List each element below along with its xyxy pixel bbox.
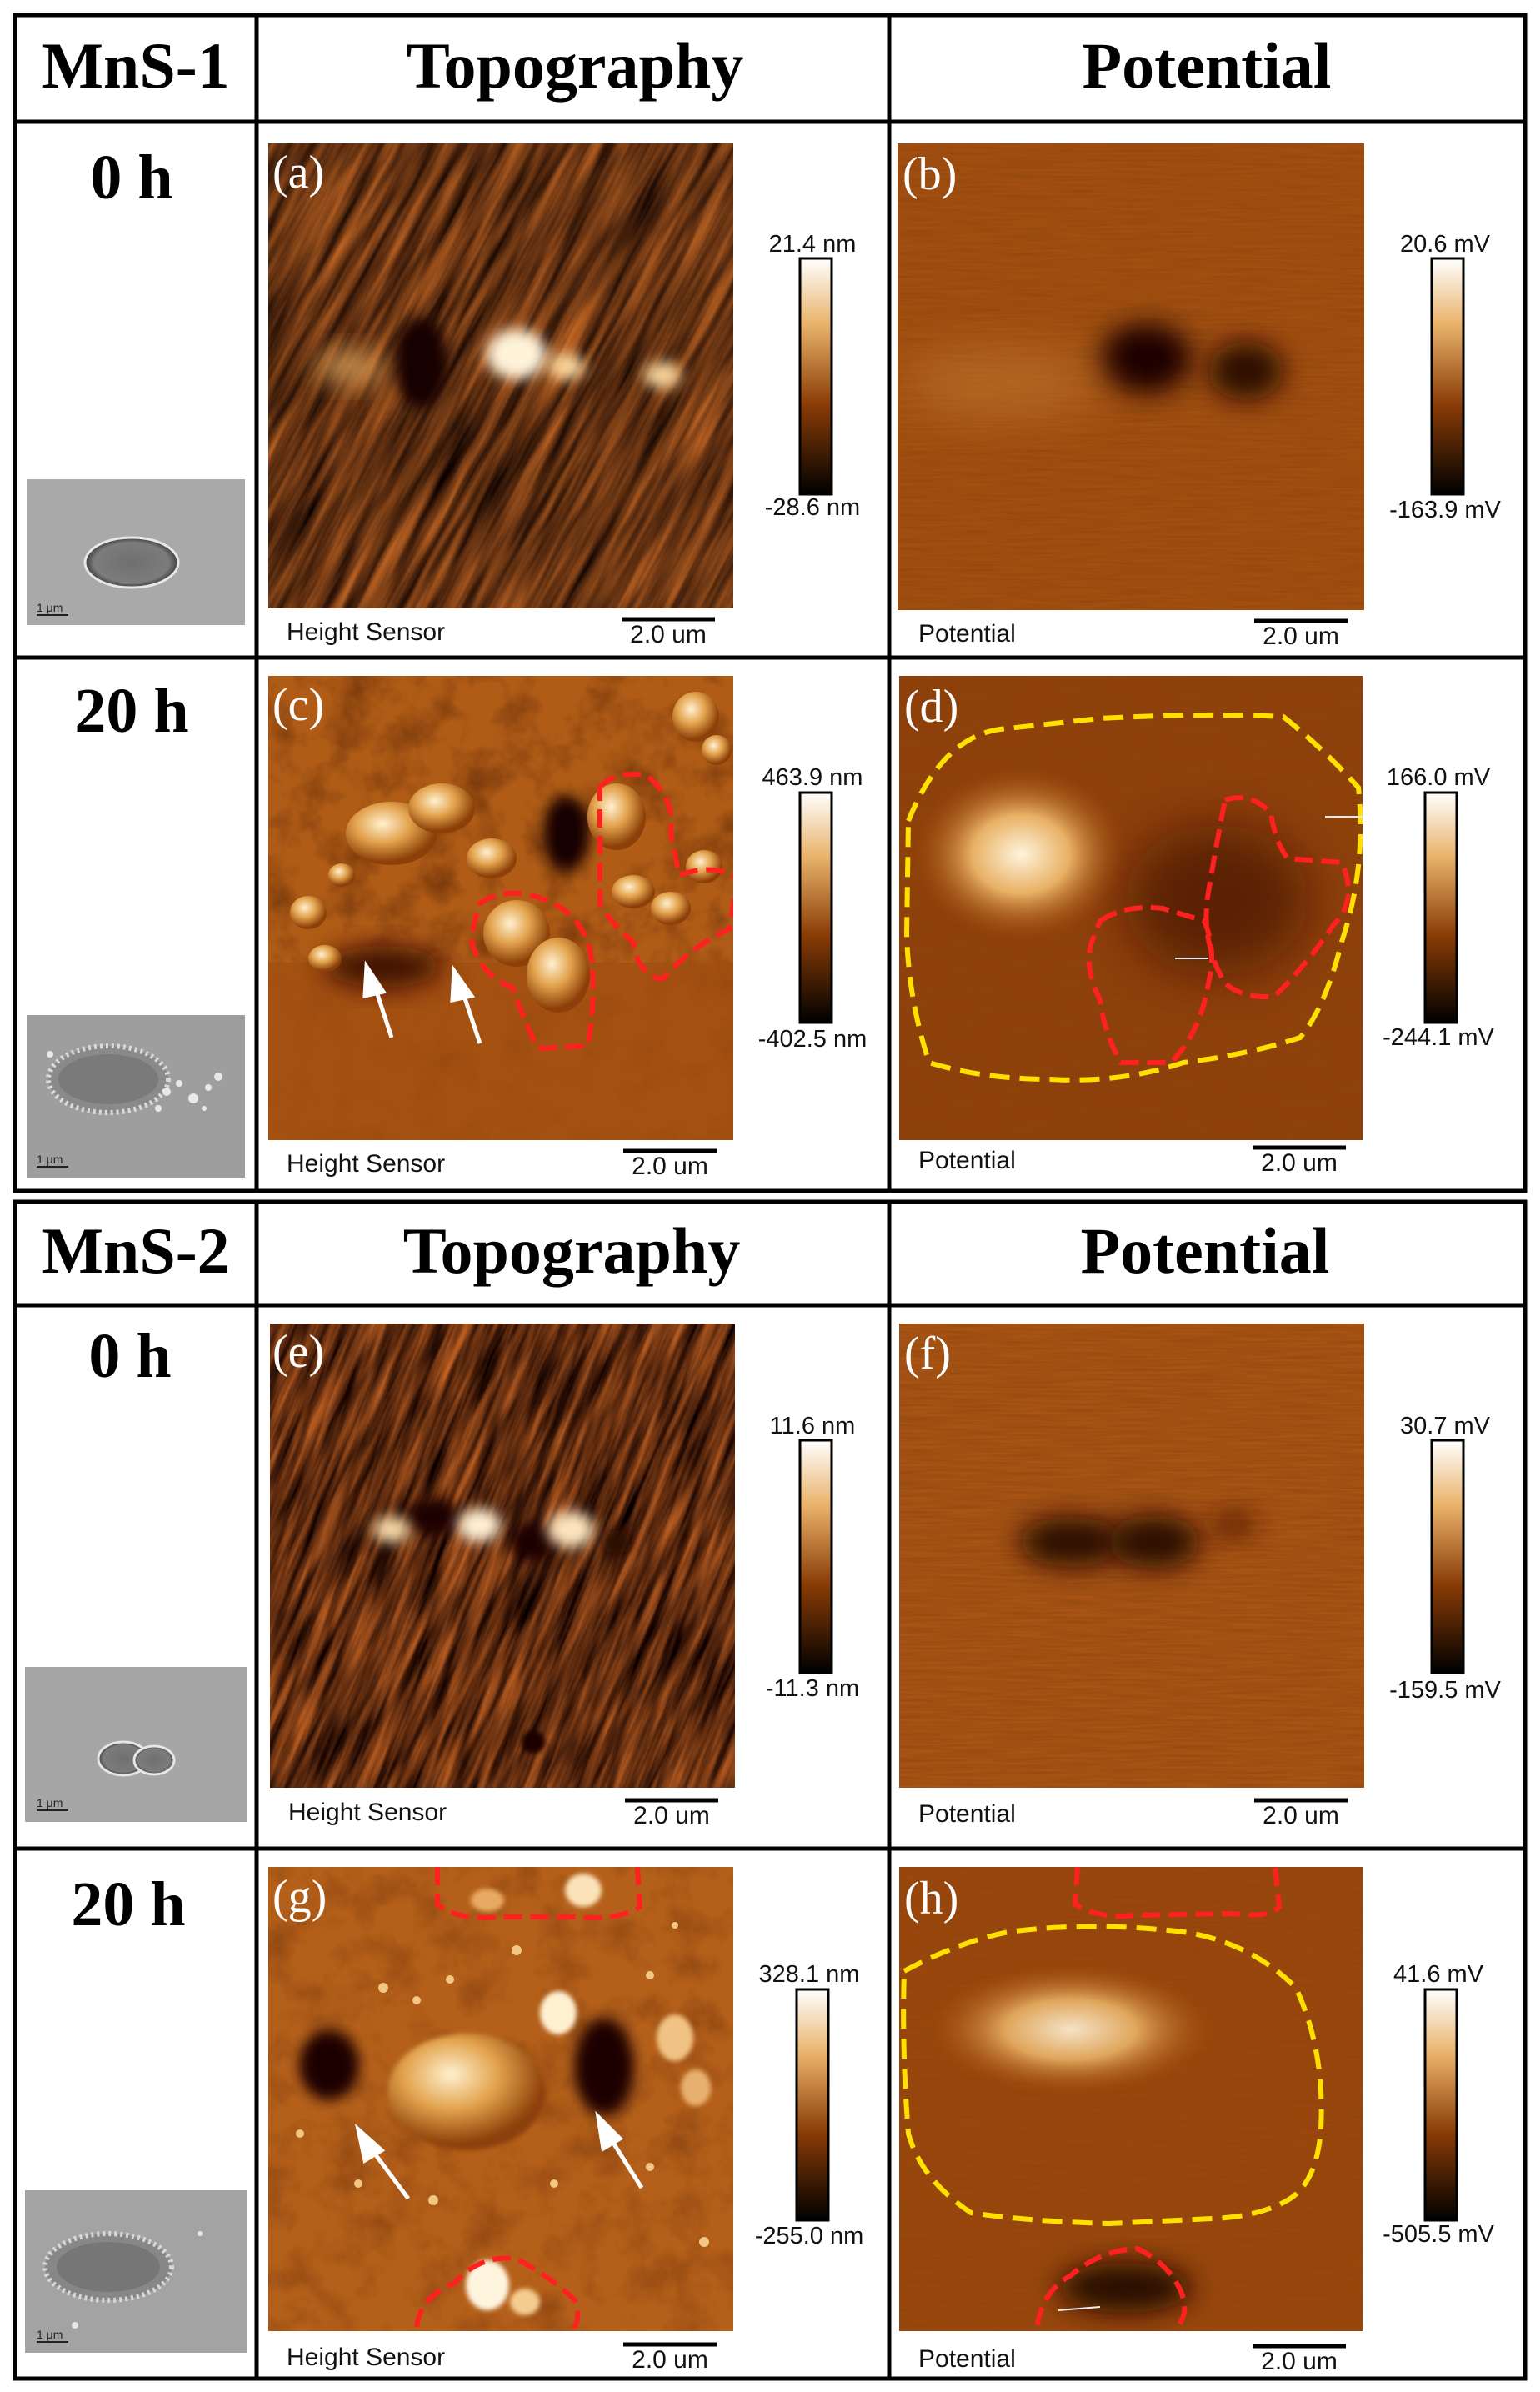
- sample-label-mns2: MnS-2: [42, 1214, 229, 1287]
- corrosion-outline: [1035, 2245, 1188, 2331]
- particle-outline: [468, 890, 596, 1052]
- corrosion-outline: [1203, 795, 1351, 999]
- column-header-topography-2: Topography: [403, 1214, 741, 1287]
- sem-image-mns1-20h: 1 μm: [27, 1015, 245, 1178]
- column-header-potential-1: Potential: [1082, 29, 1332, 102]
- afm-image-g: [268, 1867, 733, 2331]
- colorbar-c: 463.9 nm -402.5 nm: [758, 764, 868, 1053]
- colorbar-max-label: 166.0 mV: [1387, 764, 1491, 791]
- particle-cluster: [296, 1922, 709, 2247]
- panel-label-c: (c): [272, 679, 324, 731]
- colorbar-min-label: -163.9 mV: [1389, 497, 1501, 523]
- scale-bar-label: 2.0 um: [1262, 1802, 1339, 1829]
- image-caption: Potential: [918, 1147, 1016, 1174]
- sample-label-mns1: MnS-1: [42, 29, 229, 102]
- panel-label-a: (a): [272, 147, 324, 198]
- scale-bar-label: 2.0 um: [1261, 1149, 1338, 1177]
- scale-bar-label: 2.0 um: [1261, 2348, 1338, 2375]
- particle-outline: [598, 772, 733, 983]
- colorbar-e: 11.6 nm -11.3 nm: [766, 1413, 859, 1702]
- colorbar-min-label: -505.5 mV: [1382, 2221, 1494, 2248]
- scale-bar-label: 2.0 um: [630, 621, 707, 648]
- image-caption: Potential: [918, 2345, 1016, 2373]
- sem-image-mns1-0h: 1 μm: [27, 479, 245, 625]
- scale-bar-label: 2.0 um: [1262, 623, 1339, 650]
- scale-bar-label: 2.0 um: [633, 1802, 710, 1829]
- colorbar-max-label: 21.4 nm: [769, 231, 857, 258]
- afm-image-h: [899, 1867, 1362, 2331]
- colorbar-max-label: 328.1 nm: [759, 1961, 860, 1988]
- corrosion-outline: [901, 1924, 1324, 2227]
- time-label-mns2-0h: 0 h: [88, 1321, 171, 1391]
- scale-bar-label: 2.0 um: [632, 2346, 708, 2374]
- caption-row-f: Potential 2.0 um: [918, 1798, 1348, 1829]
- colorbar-f: 30.7 mV -159.5 mV: [1389, 1413, 1501, 1704]
- arrow-icon: [354, 2110, 644, 2200]
- afm-image-b: [898, 143, 1364, 610]
- arrow-icon: [362, 960, 482, 1044]
- time-label-mns2-20h: 20 h: [71, 1869, 185, 1939]
- colorbar-d: 166.0 mV -244.1 mV: [1382, 764, 1494, 1051]
- scale-bar-label: 2.0 um: [632, 1153, 708, 1180]
- colorbar-max-label: 41.6 mV: [1393, 1961, 1484, 1988]
- afm-image-f: [899, 1324, 1364, 1788]
- caption-row-g: Height Sensor 2.0 um: [287, 2342, 717, 2374]
- afm-image-c: [268, 676, 733, 1140]
- sem-scale-label: 1 μm: [37, 1796, 62, 1809]
- colorbar-b: 20.6 mV -163.9 mV: [1389, 231, 1501, 523]
- caption-row-a: Height Sensor 2.0 um: [287, 617, 715, 648]
- particle-outline: [414, 2255, 581, 2331]
- colorbar-min-label: -28.6 nm: [765, 494, 860, 521]
- corrosion-outline: [1086, 905, 1214, 1065]
- image-caption: Height Sensor: [287, 2344, 445, 2371]
- colorbar-max-label: 20.6 mV: [1400, 231, 1491, 258]
- sem-scale-label: 1 μm: [37, 1153, 62, 1166]
- caption-row-b: Potential 2.0 um: [918, 618, 1348, 650]
- sem-image-mns2-0h: 1 μm: [25, 1667, 247, 1822]
- colorbar-max-label: 30.7 mV: [1400, 1413, 1491, 1439]
- panel-label-e: (e): [272, 1326, 324, 1378]
- caption-row-d: Potential 2.0 um: [918, 1145, 1346, 1177]
- afm-image-e: [270, 1324, 735, 1788]
- column-header-topography-1: Topography: [407, 29, 744, 102]
- sem-scale-label: 1 μm: [37, 2328, 62, 2341]
- colorbar-min-label: -11.3 nm: [766, 1675, 859, 1702]
- afm-image-d: [899, 676, 1362, 1140]
- section-mnS2: [12, 1199, 1528, 2381]
- colorbar-min-label: -244.1 mV: [1382, 1024, 1494, 1051]
- image-caption: Potential: [918, 1800, 1016, 1828]
- colorbar-min-label: -402.5 nm: [758, 1026, 868, 1053]
- panel-label-g: (g): [272, 1871, 327, 1923]
- afm-image-a: [268, 143, 733, 608]
- time-label-mns1-20h: 20 h: [74, 676, 188, 746]
- particle-outline: [435, 1867, 643, 1921]
- panel-label-f: (f): [904, 1328, 951, 1379]
- panel-label-b: (b): [902, 148, 957, 200]
- corrosion-outline: [1072, 1867, 1282, 1919]
- time-label-mns1-0h: 0 h: [90, 143, 172, 213]
- colorbar-max-label: 11.6 nm: [770, 1413, 856, 1439]
- colorbar-min-label: -255.0 nm: [755, 2223, 864, 2249]
- caption-row-c: Height Sensor 2.0 um: [287, 1148, 717, 1180]
- sem-scale-label: 1 μm: [37, 601, 62, 614]
- colorbar-min-label: -159.5 mV: [1389, 1677, 1501, 1704]
- sem-image-mns2-20h: 1 μm: [25, 2190, 247, 2353]
- image-caption: Height Sensor: [287, 618, 445, 646]
- colorbar-max-label: 463.9 nm: [762, 764, 863, 791]
- panel-label-d: (d): [904, 681, 958, 733]
- colorbar-g: 328.1 nm -255.0 nm: [755, 1961, 864, 2249]
- column-header-potential-2: Potential: [1081, 1214, 1330, 1287]
- colorbar-a: 21.4 nm -28.6 nm: [765, 231, 860, 521]
- image-caption: Height Sensor: [288, 1799, 447, 1826]
- corrosion-outline: [903, 712, 1362, 1083]
- image-caption: Potential: [918, 620, 1016, 648]
- image-caption: Height Sensor: [287, 1150, 445, 1178]
- caption-row-e: Height Sensor 2.0 um: [288, 1798, 718, 1829]
- colorbar-h: 41.6 mV -505.5 mV: [1382, 1961, 1494, 2248]
- section-mnS1: [12, 13, 1528, 1193]
- caption-row-h: Potential 2.0 um: [918, 2344, 1346, 2375]
- panel-label-h: (h): [904, 1873, 958, 1924]
